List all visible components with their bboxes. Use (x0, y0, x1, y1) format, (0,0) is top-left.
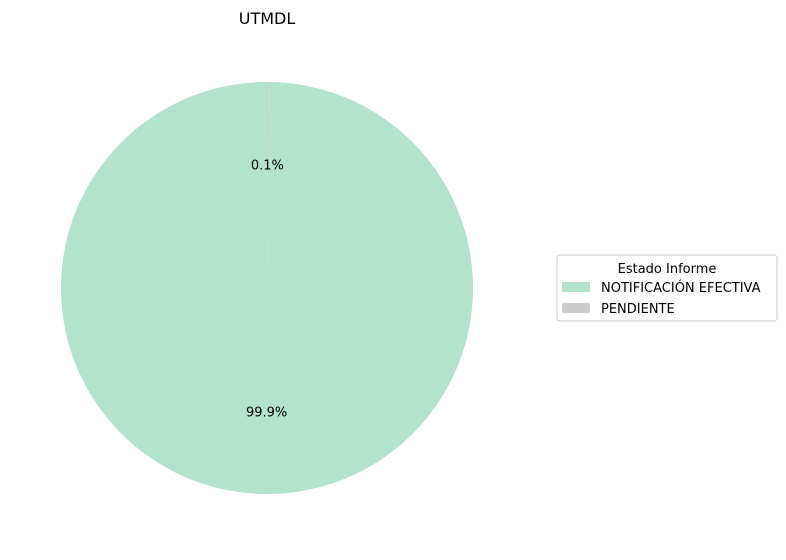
legend-frame (556, 254, 778, 322)
pie-slice-label-1: 0.1% (251, 158, 284, 173)
legend-swatch-1 (562, 303, 590, 313)
pie-slice-label-0: 99.9% (246, 406, 287, 421)
legend-label-0: NOTIFICACIÓN EFECTIVA (601, 280, 761, 296)
legend: Estado Informe NOTIFICACIÓN EFECTIVA PEND… (556, 254, 778, 322)
pie-slice-1 (267, 82, 269, 288)
legend-entries: NOTIFICACIÓN EFECTIVA PENDIENTE (562, 280, 761, 317)
legend-swatch-0 (562, 282, 590, 292)
chart-title: UTMDL (239, 9, 296, 28)
legend-label-1: PENDIENTE (601, 302, 675, 317)
legend-title: Estado Informe (618, 262, 717, 277)
pie-slice-0 (61, 82, 474, 494)
pie-slices (61, 82, 474, 494)
pie-slice-labels: 99.9% 0.1% (246, 158, 287, 420)
